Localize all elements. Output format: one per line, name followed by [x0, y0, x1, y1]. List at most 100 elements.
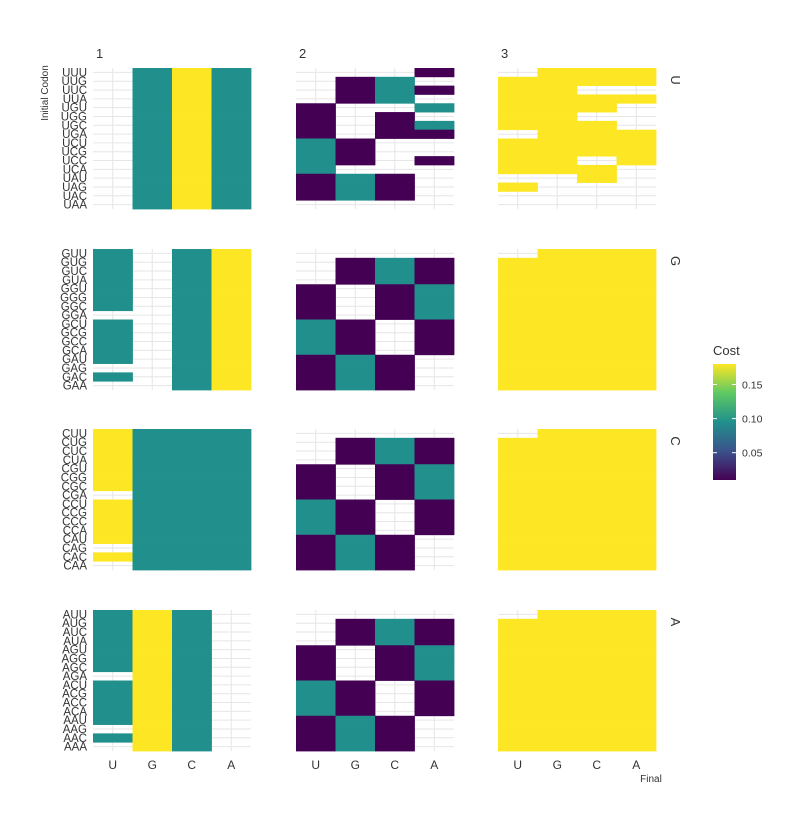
heatmap-cell [172, 490, 212, 500]
heatmap-cell [537, 455, 578, 465]
heatmap-cell [211, 481, 252, 492]
heatmap-cell [616, 429, 657, 439]
heatmap-cell [172, 464, 212, 474]
heatmap-cell [375, 534, 415, 544]
heatmap-cell [211, 68, 252, 78]
heatmap-cell [616, 517, 657, 527]
heatmap-cell [577, 257, 617, 268]
heatmap-cell [296, 689, 336, 699]
heatmap-cell [335, 561, 376, 571]
heatmap-cell [375, 182, 415, 192]
panel-1-A: AUUAUGAUCAUAAGUAGGAGCAGAACUACGACCACAAAUA… [61, 609, 251, 772]
heatmap-cell [537, 372, 578, 382]
heatmap-cell [577, 76, 617, 87]
heatmap-cell [296, 129, 336, 139]
heatmap-cell [132, 680, 173, 690]
heatmap-cell [375, 654, 415, 664]
heatmap-cell [414, 706, 455, 717]
heatmap-cell [616, 310, 657, 320]
y-tick-label: UCC [62, 156, 87, 168]
heatmap-cell [616, 627, 657, 637]
heatmap-cell [498, 552, 538, 562]
heatmap-cell [616, 508, 657, 518]
heatmap-cell [172, 645, 212, 655]
heatmap-cell [577, 534, 617, 544]
heatmap-cell [132, 200, 173, 210]
heatmap-cell [375, 662, 415, 673]
x-tick-label: C [390, 758, 399, 772]
heatmap-cell [172, 156, 212, 166]
heatmap-cell [375, 372, 415, 382]
y-tick-label: ACC [63, 698, 87, 710]
panel-3-C [498, 429, 657, 571]
heatmap-cell [537, 381, 578, 391]
heatmap-cell [335, 257, 376, 268]
heatmap-cell [172, 354, 212, 364]
heatmap-cell [498, 138, 538, 148]
heatmap-cell [414, 525, 455, 536]
heatmap-cell [616, 284, 657, 294]
y-tick-label: GGA [61, 310, 87, 322]
heatmap-cell [211, 552, 252, 562]
heatmap-cell [172, 627, 212, 637]
heatmap-cell [537, 733, 578, 743]
heatmap-cell [335, 147, 376, 157]
heatmap-cell [577, 129, 617, 139]
heatmap-cell [375, 257, 415, 268]
heatmap-cell [93, 706, 133, 717]
facet-label-col-1: 1 [96, 46, 103, 61]
heatmap-cell [414, 671, 455, 681]
x-axis-title: Final [640, 774, 662, 785]
heatmap-cell [132, 120, 173, 131]
y-tick-label: GGG [60, 292, 87, 304]
heatmap-cell [537, 490, 578, 500]
heatmap-cell [375, 636, 415, 646]
heatmap-cell [577, 517, 617, 527]
heatmap-cell [172, 610, 212, 620]
heatmap-cell [335, 337, 376, 347]
y-tick-label: UGU [61, 103, 87, 115]
heatmap-cell [172, 552, 212, 562]
heatmap-cell [498, 517, 538, 527]
heatmap-cell [335, 499, 376, 509]
heatmap-cell [172, 112, 212, 122]
heatmap-cell [577, 164, 617, 175]
heatmap-cell [414, 680, 455, 690]
heatmap-cell [616, 671, 657, 681]
y-tick-label: GCA [62, 345, 87, 357]
heatmap-cell [211, 310, 252, 320]
heatmap-cell [577, 662, 617, 673]
heatmap-cell [577, 464, 617, 474]
heatmap-cell [335, 534, 376, 544]
heatmap-cell [498, 156, 538, 166]
heatmap-cell [577, 328, 617, 338]
y-tick-label: CGU [61, 464, 87, 476]
heatmap-cell [172, 517, 212, 527]
heatmap-cell [132, 561, 173, 571]
heatmap-cell [172, 164, 212, 175]
heatmap-cell [375, 645, 415, 655]
heatmap-cell [335, 85, 376, 95]
heatmap-cell [296, 525, 336, 536]
heatmap-cell [577, 610, 617, 620]
heatmap-cell [296, 164, 336, 175]
heatmap-cell [211, 266, 252, 276]
heatmap-cell [577, 446, 617, 456]
heatmap-cell [414, 345, 455, 356]
heatmap-cell [537, 429, 578, 439]
heatmap-cell [375, 354, 415, 364]
heatmap-cell [616, 293, 657, 303]
heatmap-cell [414, 636, 455, 646]
heatmap-cell [172, 481, 212, 492]
y-tick-label: AGU [62, 645, 87, 657]
heatmap-cell [414, 508, 455, 518]
panel-1-U: UUUUUGUUCUUAUGUUGGUGCUGAUCUUCGUCCUCAUAUU… [61, 67, 252, 212]
heatmap-cell [537, 138, 578, 148]
heatmap-cell [296, 345, 336, 356]
heatmap-cell [616, 680, 657, 690]
heatmap-cell [93, 429, 133, 439]
y-tick-label: AUC [63, 627, 87, 639]
heatmap-cell [296, 552, 336, 562]
y-tick-label: CUU [62, 428, 87, 440]
heatmap-cell [132, 543, 173, 553]
